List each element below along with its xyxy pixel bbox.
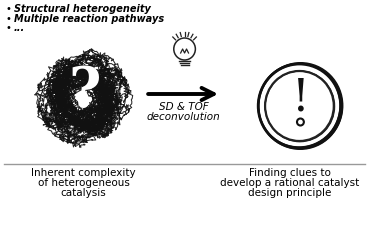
Text: •: • [6, 4, 12, 14]
Text: •: • [6, 23, 12, 33]
Text: ?: ? [68, 64, 101, 119]
Text: •: • [6, 14, 12, 24]
Text: deconvolution: deconvolution [147, 112, 220, 122]
Text: ...: ... [14, 23, 25, 33]
Text: design principle: design principle [248, 188, 331, 198]
Text: !: ! [291, 76, 309, 120]
Text: catalysis: catalysis [61, 188, 106, 198]
Text: Multiple reaction pathways: Multiple reaction pathways [14, 14, 164, 24]
Text: Structural heterogeneity: Structural heterogeneity [14, 4, 151, 14]
Text: of heterogeneous: of heterogeneous [38, 178, 129, 188]
Text: Finding clues to: Finding clues to [249, 168, 331, 178]
Text: SD & TOF: SD & TOF [159, 102, 208, 112]
Text: develop a rational catalyst: develop a rational catalyst [220, 178, 359, 188]
Text: Inherent complexity: Inherent complexity [31, 168, 136, 178]
